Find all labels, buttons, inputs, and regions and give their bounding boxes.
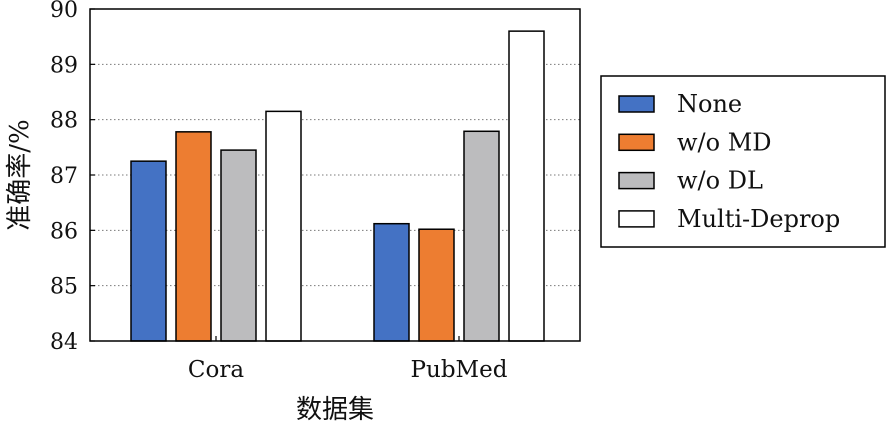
legend-swatch-w-o-md — [618, 133, 655, 152]
y-tick-label: 89 — [50, 53, 78, 78]
bar-w-o-dl-pubmed — [463, 130, 500, 342]
y-tick-label: 85 — [50, 275, 78, 300]
bar-w-o-dl-cora — [220, 149, 257, 342]
x-axis-label: 数据集 — [296, 395, 374, 425]
y-ticks: 84 85 86 87 88 89 90 — [50, 0, 95, 355]
y-tick-label: 87 — [50, 164, 78, 189]
bar-w-o-md-cora — [175, 131, 212, 342]
bar-multi-deprop-pubmed — [508, 30, 545, 342]
legend-swatch-w-o-dl — [618, 171, 655, 190]
legend-label-multi-deprop: Multi-Deprop — [677, 205, 840, 233]
legend-label-w-o-dl: w/o DL — [677, 167, 763, 195]
legend-swatch-none — [618, 95, 655, 113]
legend-items: None w/o MD w/o DL Multi-Deprop — [618, 90, 840, 233]
y-axis-label: 准确率/% — [5, 119, 35, 230]
x-tick-label-pubmed: PubMed — [411, 357, 508, 383]
bar-multi-deprop-cora — [265, 110, 302, 342]
bars — [130, 30, 545, 342]
legend-label-w-o-md: w/o MD — [677, 128, 772, 156]
bar-w-o-md-pubmed — [418, 228, 455, 342]
bar-none-cora — [130, 160, 167, 342]
x-tick-label-cora: Cora — [188, 357, 244, 383]
bar-none-pubmed — [373, 222, 410, 342]
y-tick-label: 84 — [50, 330, 78, 355]
y-tick-label: 86 — [50, 219, 78, 244]
legend-swatch-multi-deprop — [618, 210, 655, 228]
y-tick-label: 90 — [50, 0, 78, 23]
legend-label-none: None — [677, 90, 742, 118]
y-tick-label: 88 — [50, 109, 78, 134]
x-ticks: Cora PubMed — [188, 336, 508, 383]
legend: None w/o MD w/o DL Multi-Deprop — [600, 75, 886, 248]
